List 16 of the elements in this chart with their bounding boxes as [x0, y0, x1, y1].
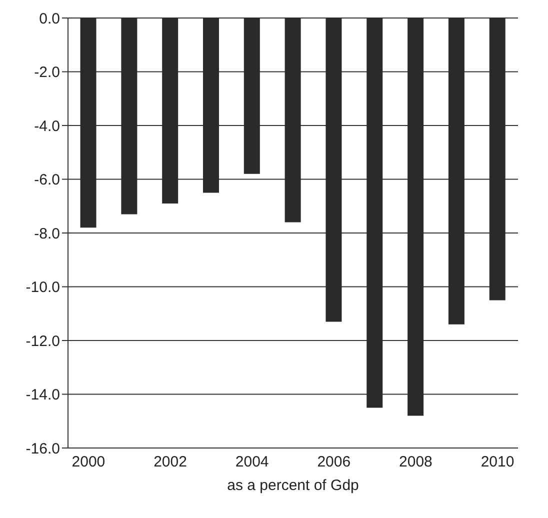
y-tick-label: -12.0	[26, 332, 60, 350]
y-tick-label: -16.0	[26, 440, 60, 458]
y-tick-label: 0.0	[39, 10, 60, 28]
x-tick-label: 2000	[72, 454, 106, 471]
y-tick-label: -6.0	[34, 172, 60, 189]
y-tick-label: -8.0	[34, 225, 60, 242]
x-tick-label: 2004	[235, 454, 269, 471]
x-tick-label: 2010	[480, 454, 514, 471]
y-tick-label: -2.0	[34, 64, 60, 82]
y-tick-label: -4.0	[34, 118, 60, 135]
y-tick-label: -10.0	[26, 279, 60, 296]
x-tick-label: 2008	[399, 454, 432, 471]
y-tick-label: -14.0	[26, 386, 60, 404]
x-axis-title: as a percent of Gdp	[227, 477, 359, 494]
x-tick-label: 2006	[317, 454, 351, 471]
x-tick-label: 2002	[154, 454, 187, 471]
